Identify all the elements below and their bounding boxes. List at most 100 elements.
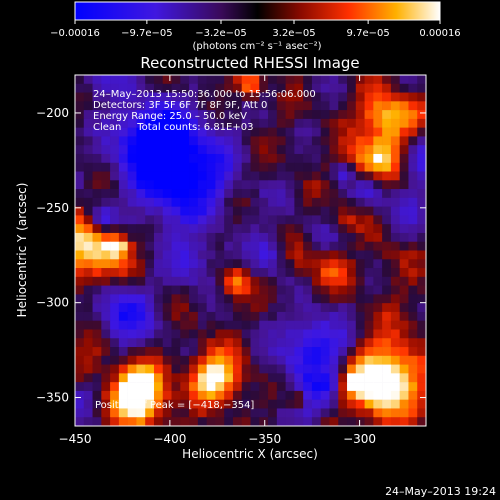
- heatmap-cell: [101, 417, 111, 426]
- heatmap-cell: [110, 338, 120, 348]
- heatmap-cell: [311, 162, 322, 172]
- heatmap-cell: [127, 417, 137, 426]
- heatmap-cell: [189, 215, 199, 225]
- heatmap-cell: [92, 145, 102, 155]
- heatmap-cell: [417, 83, 426, 93]
- heatmap-cell: [118, 153, 128, 164]
- heatmap-cell: [232, 250, 243, 260]
- heatmap-cell: [268, 75, 278, 85]
- heatmap-cell: [338, 338, 348, 348]
- heatmap-cell: [197, 127, 207, 137]
- heatmap-cell: [180, 338, 190, 348]
- heatmap-cell: [417, 311, 426, 322]
- heatmap-cell: [224, 215, 234, 225]
- heatmap-cell: [329, 189, 339, 199]
- heatmap-cell: [364, 276, 374, 286]
- heatmap-cell: [311, 215, 322, 225]
- heatmap-cell: [259, 408, 269, 418]
- heatmap-cell: [338, 92, 348, 102]
- heatmap-cell: [294, 206, 304, 216]
- heatmap-cell: [232, 101, 243, 111]
- heatmap-cell: [311, 180, 322, 190]
- heatmap-cell: [189, 268, 199, 278]
- heatmap-cell: [417, 110, 426, 120]
- heatmap-cell: [232, 276, 243, 286]
- heatmap-cell: [320, 215, 330, 225]
- heatmap-cell: [145, 232, 155, 243]
- heatmap-cell: [110, 145, 120, 155]
- heatmap-cell: [285, 101, 295, 111]
- heatmap-cell: [241, 329, 251, 339]
- heatmap-cell: [83, 347, 93, 357]
- heatmap-cell: [408, 83, 418, 93]
- heatmap-cell: [355, 347, 365, 357]
- heatmap-cell: [241, 399, 251, 409]
- heatmap-cell: [311, 311, 322, 322]
- heatmap-cell: [259, 224, 269, 234]
- heatmap-cell: [83, 215, 93, 225]
- heatmap-cell: [189, 180, 199, 190]
- heatmap-cell: [110, 136, 120, 146]
- heatmap-cell: [329, 180, 339, 190]
- colorbar-tick-label: −3.2e−05: [195, 28, 247, 39]
- heatmap-cell: [232, 206, 243, 216]
- heatmap-cell: [180, 171, 190, 181]
- heatmap-cell: [364, 92, 374, 102]
- heatmap-cell: [232, 311, 243, 322]
- heatmap-cell: [180, 364, 190, 374]
- heatmap-cell: [83, 189, 93, 199]
- heatmap-cell: [399, 408, 409, 418]
- heatmap-cell: [347, 320, 357, 330]
- heatmap-cell: [250, 162, 260, 172]
- heatmap-cell: [408, 136, 418, 146]
- heatmap-cell: [224, 145, 234, 155]
- heatmap-cell: [241, 294, 251, 304]
- heatmap-cell: [136, 373, 146, 383]
- heatmap-cell: [110, 373, 120, 383]
- heatmap-cell: [136, 364, 146, 374]
- heatmap-cell: [153, 399, 164, 409]
- heatmap-cell: [355, 206, 365, 216]
- heatmap-cell: [215, 127, 225, 137]
- heatmap-cell: [285, 355, 295, 365]
- heatmap-cell: [250, 276, 260, 286]
- heatmap-cell: [320, 268, 330, 278]
- heatmap-cell: [320, 136, 330, 146]
- heatmap-cell: [329, 110, 339, 120]
- heatmap-cell: [399, 311, 409, 322]
- heatmap-cell: [241, 162, 251, 172]
- heatmap-cell: [110, 355, 120, 365]
- heatmap-cell: [101, 320, 111, 330]
- heatmap-cell: [268, 215, 278, 225]
- heatmap-cell: [206, 153, 216, 164]
- heatmap-cell: [127, 241, 137, 251]
- heatmap-cell: [83, 101, 93, 111]
- heatmap-cell: [373, 250, 383, 260]
- heatmap-cell: [303, 347, 313, 357]
- heatmap-cell: [417, 250, 426, 260]
- heatmap-cell: [241, 347, 251, 357]
- heatmap-cell: [347, 329, 357, 339]
- heatmap-cell: [364, 303, 374, 313]
- heatmap-cell: [215, 162, 225, 172]
- heatmap-cell: [75, 241, 85, 251]
- heatmap-cell: [329, 153, 339, 164]
- heatmap-cell: [329, 259, 339, 269]
- heatmap-cell: [329, 250, 339, 260]
- heatmap-cell: [303, 180, 313, 190]
- heatmap-cell: [382, 180, 392, 190]
- heatmap-cell: [303, 382, 313, 392]
- heatmap-cell: [303, 110, 313, 120]
- heatmap-cell: [250, 250, 260, 260]
- heatmap-cell: [303, 171, 313, 181]
- heatmap-cell: [276, 83, 286, 93]
- heatmap-cell: [399, 268, 409, 278]
- heatmap-cell: [101, 180, 111, 190]
- heatmap-cell: [206, 347, 216, 357]
- heatmap-cell: [311, 408, 322, 418]
- heatmap-cell: [373, 347, 383, 357]
- heatmap-cell: [311, 268, 322, 278]
- heatmap-cell: [250, 347, 260, 357]
- heatmap-cell: [294, 408, 304, 418]
- heatmap-cell: [285, 408, 295, 418]
